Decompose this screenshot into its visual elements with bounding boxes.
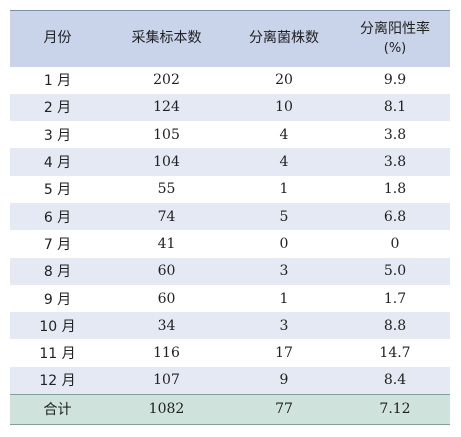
total-samples: 1082 [148, 401, 185, 418]
cell-rate: 3.8 [383, 126, 407, 143]
total-label: 合计 [43, 402, 72, 419]
header-samples: 采集标本数 [131, 30, 202, 47]
cell-month: 7 月 [43, 236, 72, 253]
cell-month: 11 月 [39, 346, 76, 363]
cell-strains: 1 [279, 290, 289, 307]
total-row: 合计 1082 77 7.12 [10, 394, 450, 425]
table-header-row: 月份 采集标本数 分离菌株数 分离阳性率 (%) [10, 10, 450, 67]
cell-strains: 0 [279, 235, 289, 252]
monthly-isolation-table: 月份 采集标本数 分离菌株数 分离阳性率 (%) 1 月 202 20 9.9 … [10, 10, 450, 425]
total-rate: 7.12 [379, 401, 411, 418]
cell-samples: 41 [157, 235, 176, 252]
cell-samples: 74 [157, 208, 176, 225]
cell-strains: 10 [275, 99, 293, 116]
cell-samples: 55 [157, 181, 176, 198]
header-strains: 分离菌株数 [249, 30, 319, 47]
cell-samples: 104 [153, 154, 180, 171]
cell-month: 9 月 [43, 291, 72, 308]
cell-rate: 14.7 [379, 345, 411, 362]
cell-strains: 5 [279, 208, 289, 225]
cell-rate: 8.1 [383, 99, 407, 116]
cell-samples: 60 [157, 263, 176, 280]
cell-strains: 1 [279, 181, 289, 198]
cell-month: 10 月 [39, 318, 76, 335]
cell-rate: 0 [390, 235, 400, 252]
table-row: 5 月 55 1 1.8 [10, 176, 450, 203]
cell-rate: 1.7 [383, 290, 407, 307]
cell-rate: 3.8 [383, 154, 407, 171]
table-row: 4 月 104 4 3.8 [10, 148, 450, 176]
cell-strains: 4 [279, 126, 289, 143]
header-rate-unit: (%) [383, 40, 407, 56]
cell-month: 8 月 [43, 264, 72, 281]
cell-month: 6 月 [43, 209, 72, 226]
cell-samples: 124 [153, 99, 180, 116]
table-row: 10 月 34 3 8.8 [10, 312, 450, 340]
cell-samples: 105 [153, 126, 180, 143]
cell-samples: 107 [153, 372, 180, 389]
cell-rate: 1.8 [383, 181, 407, 198]
table-row: 3 月 105 4 3.8 [10, 121, 450, 148]
cell-month: 4 月 [43, 155, 72, 172]
header-month: 月份 [43, 30, 72, 47]
table-row: 7 月 41 0 0 [10, 230, 450, 257]
cell-month: 2 月 [43, 100, 72, 117]
cell-samples: 202 [153, 72, 180, 89]
cell-month: 5 月 [43, 182, 72, 199]
table-row: 2 月 124 10 8.1 [10, 93, 450, 122]
cell-strains: 9 [279, 372, 289, 389]
cell-rate: 8.8 [383, 317, 407, 334]
table-row: 1 月 202 20 9.9 [10, 67, 450, 94]
cell-samples: 60 [157, 290, 176, 307]
cell-month: 3 月 [43, 127, 72, 144]
table-row: 11 月 116 17 14.7 [10, 339, 450, 366]
cell-rate: 8.4 [383, 372, 407, 389]
table-row: 8 月 60 3 5.0 [10, 257, 450, 285]
table-row: 9 月 60 1 1.7 [10, 285, 450, 312]
total-strains: 77 [275, 401, 293, 418]
header-rate-label: 分离阳性率 [360, 20, 430, 37]
cell-rate: 5.0 [383, 263, 407, 280]
cell-samples: 34 [157, 317, 176, 334]
header-rate: 分离阳性率 (%) [340, 11, 450, 67]
cell-strains: 4 [279, 154, 289, 171]
cell-strains: 3 [279, 317, 289, 334]
table-row: 6 月 74 5 6.8 [10, 202, 450, 231]
cell-rate: 9.9 [383, 72, 407, 89]
cell-strains: 3 [279, 263, 289, 280]
cell-samples: 116 [153, 345, 180, 362]
cell-rate: 6.8 [383, 208, 407, 225]
table-row: 12 月 107 9 8.4 [10, 366, 450, 395]
cell-strains: 17 [275, 345, 293, 362]
cell-strains: 20 [275, 72, 293, 89]
cell-month: 1 月 [43, 73, 72, 90]
cell-month: 12 月 [39, 373, 76, 390]
